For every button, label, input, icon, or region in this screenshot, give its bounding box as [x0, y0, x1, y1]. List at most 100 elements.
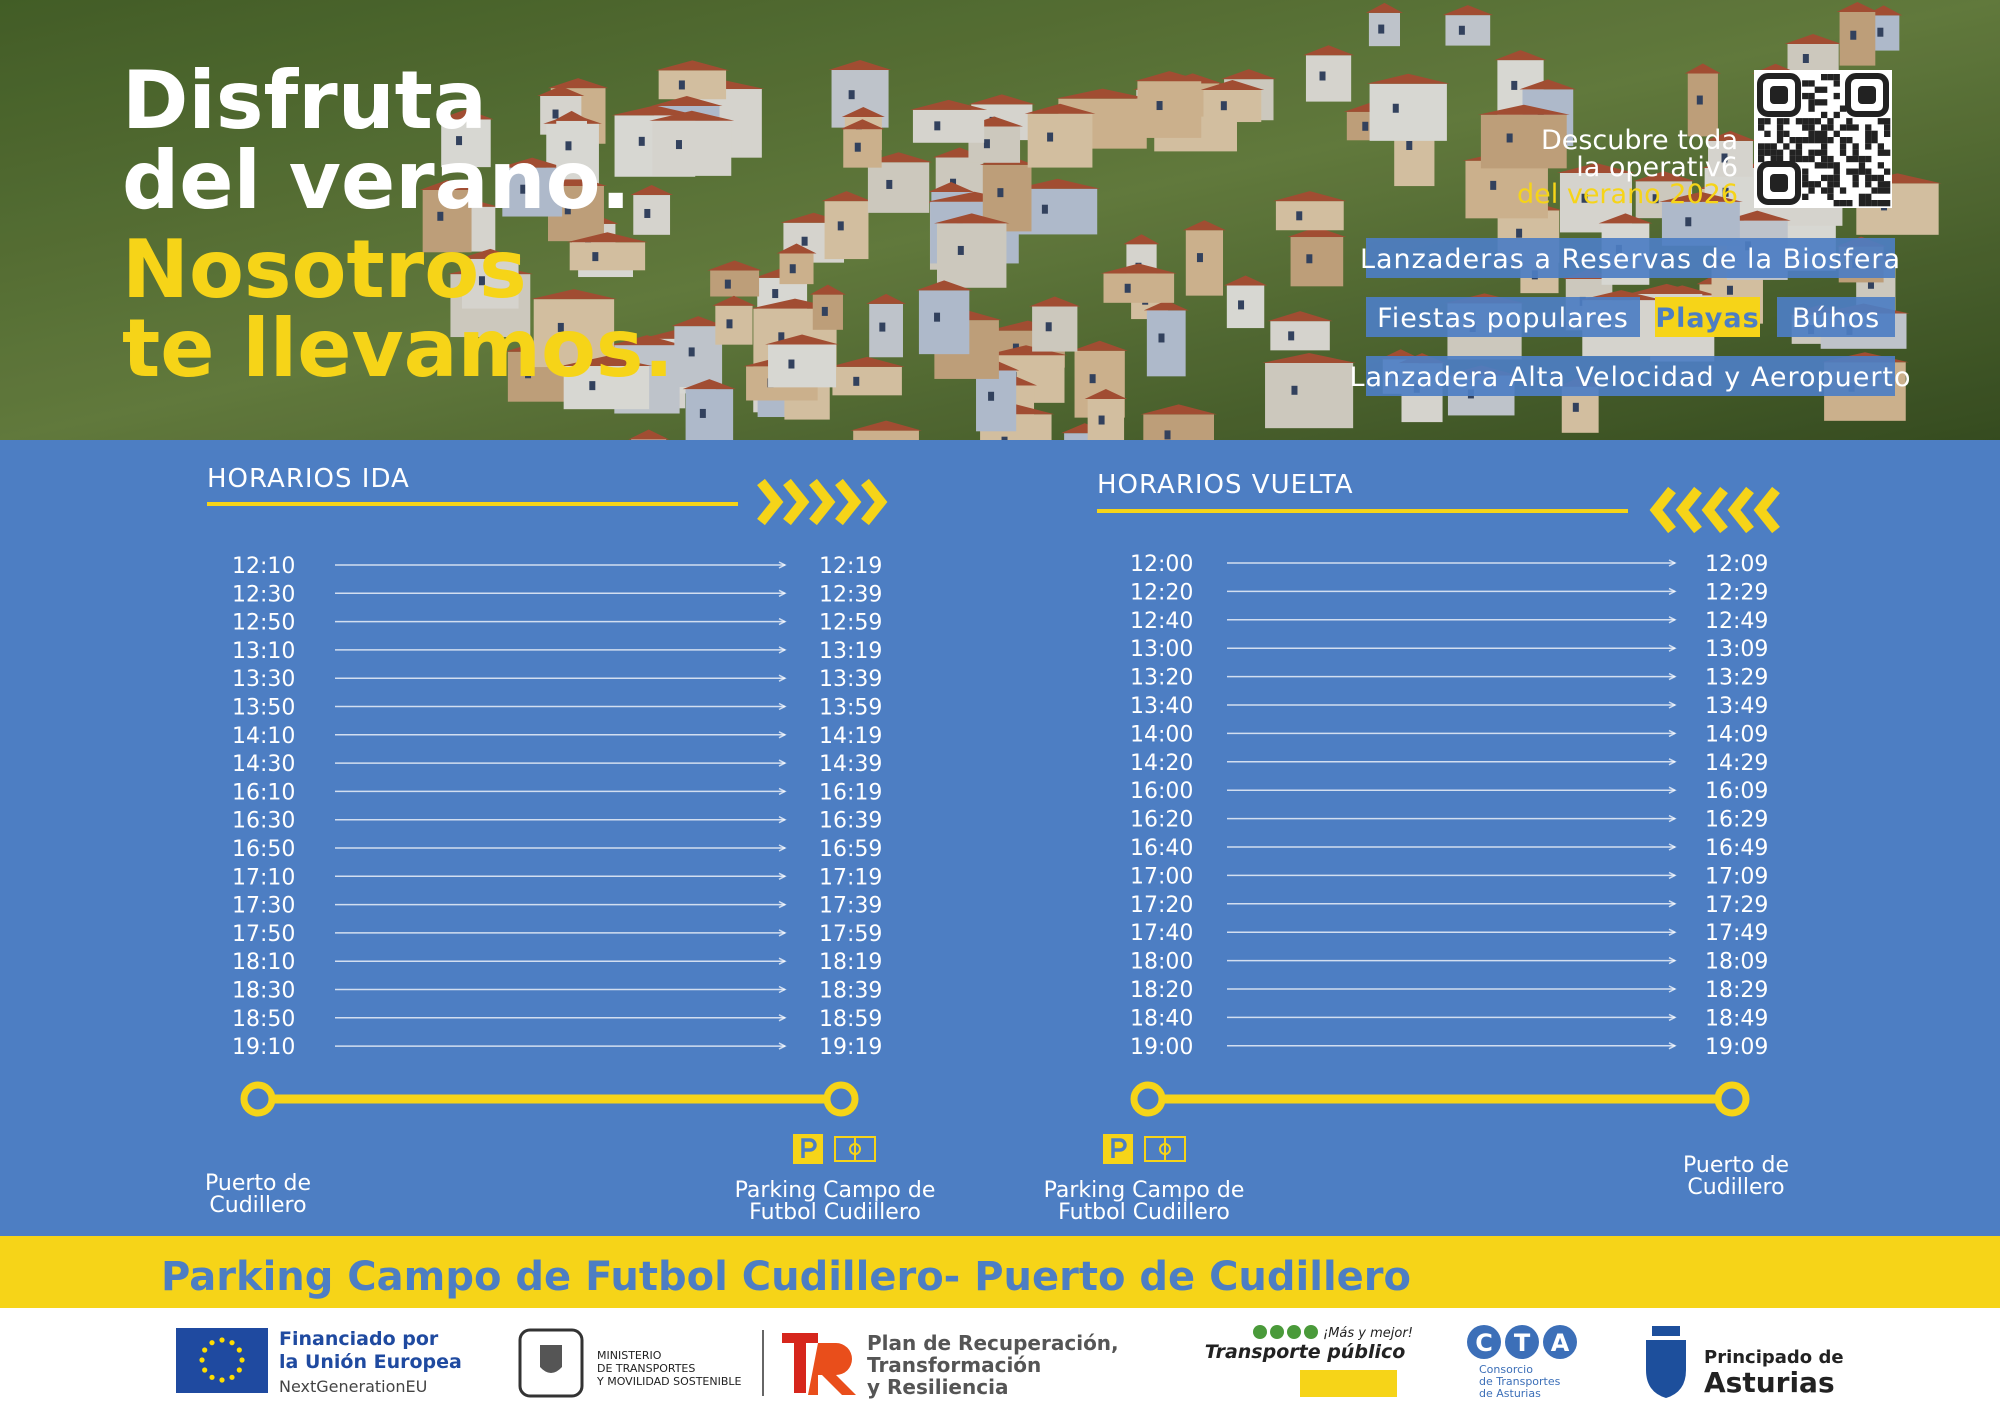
qr-module	[1827, 124, 1834, 131]
arrival-time: 14:19	[819, 724, 882, 749]
tag-label: Lanzaderas a Reservas de la Biosfera	[1360, 244, 1901, 275]
stop-label: Futbol Cudillero	[749, 1200, 921, 1225]
coat-of-arms-detail	[540, 1345, 562, 1373]
asturias-name: Asturias	[1704, 1366, 1835, 1399]
chevron	[1649, 486, 1676, 534]
house	[1226, 285, 1265, 329]
qr-finder-dot	[1770, 86, 1788, 104]
qr-module	[1821, 155, 1828, 163]
qr-module	[1884, 168, 1891, 175]
qr-module	[1808, 149, 1815, 156]
qr-module	[1884, 130, 1891, 137]
qr-module	[1827, 193, 1834, 200]
window	[557, 322, 564, 332]
roof	[933, 213, 1010, 224]
roof	[968, 94, 1036, 105]
qr-module	[1814, 118, 1821, 125]
qr-module	[1814, 130, 1821, 137]
coat-of-arms	[518, 1328, 584, 1398]
window	[772, 289, 779, 299]
house	[779, 253, 814, 285]
stop-label: Parking Campo de	[735, 1178, 936, 1203]
house	[633, 195, 671, 235]
qr-module	[1795, 149, 1803, 156]
roof	[821, 191, 872, 202]
arrival-time: 13:39	[819, 667, 882, 692]
roof	[530, 289, 618, 300]
qr-module	[1833, 74, 1840, 81]
house	[674, 326, 723, 387]
qr-module	[1858, 155, 1866, 163]
roof	[1084, 388, 1128, 399]
house	[832, 366, 902, 396]
arrival-time: 12:09	[1705, 552, 1768, 577]
cta-letter: C	[1475, 1329, 1493, 1357]
departure-time: 14:10	[232, 724, 295, 749]
departure-time: 17:30	[232, 894, 295, 919]
qr-module	[1776, 118, 1784, 125]
schedule-heading: HORARIOS VUELTA	[1097, 470, 1354, 500]
qr-module	[1808, 130, 1815, 137]
arrival-time: 14:39	[819, 752, 882, 777]
pitch-circle	[1159, 1143, 1171, 1155]
cta-text: de Transportes	[1479, 1375, 1561, 1388]
qr-module	[1858, 168, 1866, 175]
qr-module	[1821, 86, 1828, 93]
arrival-time: 17:29	[1705, 893, 1768, 918]
qr-module	[1884, 118, 1891, 125]
roof	[1200, 79, 1265, 90]
window	[853, 376, 860, 386]
qr-module	[1827, 174, 1834, 182]
qr-module	[1802, 137, 1809, 144]
qr-module	[1865, 137, 1872, 144]
window	[934, 121, 941, 131]
qr-module	[1802, 124, 1809, 131]
qr-module	[1764, 149, 1771, 156]
eu-star	[236, 1347, 242, 1353]
roof	[1055, 88, 1150, 99]
window	[688, 347, 695, 357]
schedule-heading: HORARIOS IDA	[207, 464, 410, 494]
roof	[1556, 162, 1636, 173]
pitch-circle	[849, 1143, 861, 1155]
roof	[1477, 104, 1570, 115]
roof	[829, 356, 905, 367]
ministry-text: DE TRANSPORTES	[597, 1362, 695, 1375]
row-arrowhead	[778, 985, 787, 994]
qr-module	[1821, 187, 1828, 194]
eu-star	[219, 1337, 225, 1343]
departure-time: 18:20	[1130, 978, 1193, 1003]
arrival-time: 13:09	[1705, 637, 1768, 662]
qr-module	[1783, 118, 1790, 125]
qr-module	[1808, 124, 1815, 131]
house	[1787, 43, 1839, 73]
roof	[1123, 234, 1160, 245]
house	[556, 120, 588, 180]
arrival-time: 13:29	[1705, 666, 1768, 691]
departure-time: 16:10	[232, 780, 295, 805]
parking-glyph	[1111, 1138, 1127, 1158]
tr-logo-t-stem	[794, 1333, 806, 1393]
qr-module	[1776, 155, 1784, 163]
window	[437, 211, 444, 221]
cta-circle	[1467, 1325, 1501, 1359]
gov-logo	[1300, 1370, 1397, 1397]
house	[843, 129, 882, 168]
qr-module	[1871, 130, 1878, 137]
window	[778, 332, 785, 342]
asturias-shield	[1646, 1340, 1686, 1398]
transport-icon	[1253, 1325, 1267, 1339]
window	[1296, 211, 1303, 221]
row-arrowhead	[778, 702, 787, 711]
qr-module	[1827, 181, 1834, 188]
tag-box	[1655, 297, 1760, 337]
roof	[1024, 103, 1096, 114]
tag-box	[1366, 297, 1640, 337]
departure-time: 17:20	[1130, 893, 1193, 918]
cta-letter: A	[1551, 1329, 1570, 1357]
qr-module	[1758, 155, 1765, 163]
qr-module	[1789, 137, 1796, 144]
qr-module	[1839, 200, 1847, 207]
roof	[1836, 1, 1879, 12]
qr-module	[1770, 143, 1777, 150]
